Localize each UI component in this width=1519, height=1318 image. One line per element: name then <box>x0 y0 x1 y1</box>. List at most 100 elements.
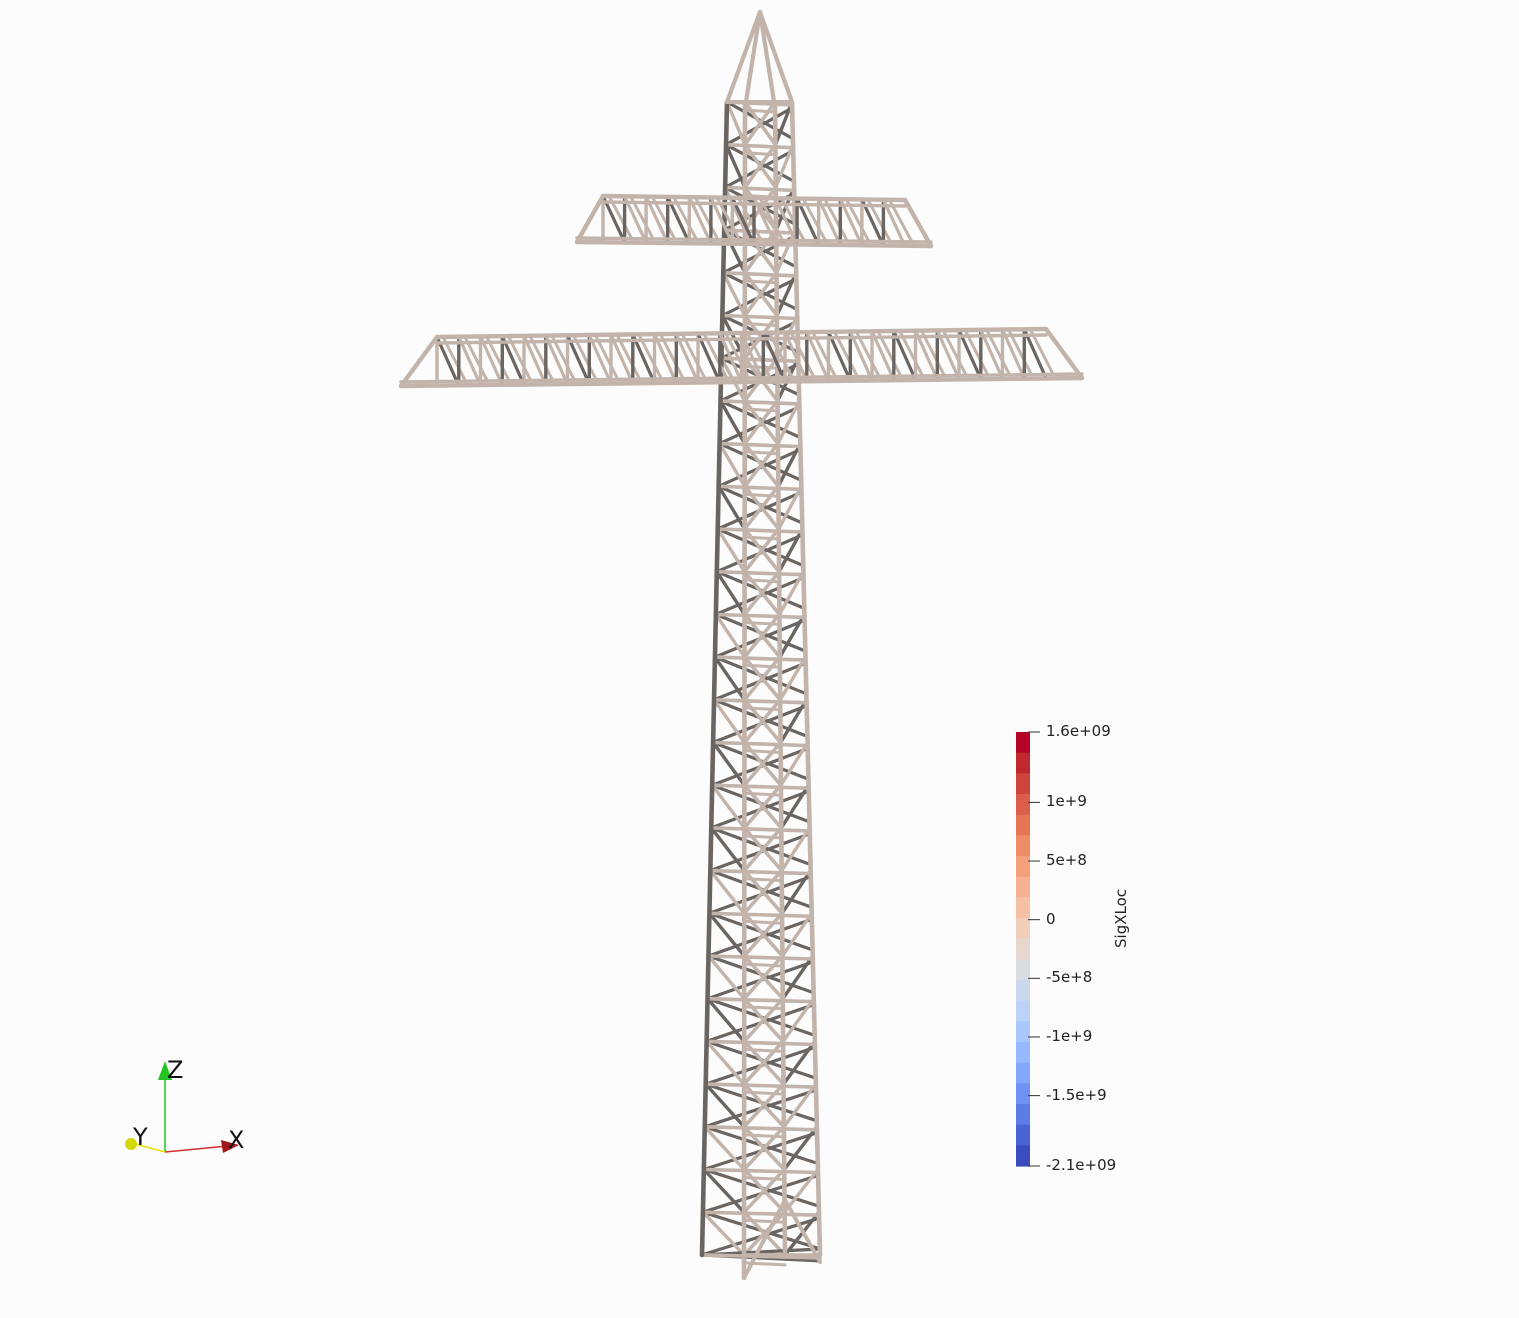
color-bar-segment <box>1016 938 1030 960</box>
truss-member <box>724 142 795 150</box>
truss-member <box>759 198 785 242</box>
truss-member <box>711 740 747 787</box>
truss-member <box>777 570 806 617</box>
y-axis-label: Y <box>133 1123 148 1151</box>
truss-member <box>742 749 783 754</box>
color-bar-segment <box>1016 856 1030 878</box>
truss-member <box>780 911 814 958</box>
truss-member <box>457 335 483 387</box>
truss-member <box>631 332 657 385</box>
truss-member <box>435 335 461 388</box>
truss-member <box>1008 330 1033 376</box>
truss-member <box>757 9 795 105</box>
truss-member <box>435 333 1048 345</box>
truss-member <box>742 655 782 702</box>
truss-member <box>710 783 747 830</box>
truss-member <box>709 826 746 873</box>
color-bar-segment <box>1016 773 1030 795</box>
truss-member <box>942 330 968 377</box>
truss-member <box>742 1167 787 1214</box>
truss-member <box>699 99 730 1258</box>
truss-member <box>778 698 809 745</box>
truss-member <box>673 197 698 241</box>
truss-member <box>707 911 746 958</box>
truss-member <box>743 663 782 669</box>
truss-member <box>652 332 678 385</box>
truss-member <box>742 962 784 968</box>
truss-member <box>742 783 783 830</box>
truss-member <box>826 330 852 383</box>
truss-member <box>710 783 811 791</box>
truss-member <box>921 331 946 377</box>
truss-member <box>742 527 781 574</box>
truss-member <box>398 375 1085 389</box>
truss-member <box>725 333 750 380</box>
truss-member <box>507 336 533 383</box>
truss-member <box>434 326 1049 340</box>
truss-member <box>723 185 747 232</box>
color-bar-tick-label: -5e+8 <box>1046 968 1093 987</box>
truss-member <box>575 236 933 244</box>
truss-member <box>780 868 813 915</box>
truss-member <box>743 364 779 370</box>
truss-member <box>778 612 807 659</box>
color-bar-segment <box>1016 897 1030 919</box>
truss-member <box>743 322 779 327</box>
truss-member <box>779 783 811 830</box>
truss-member <box>714 612 807 620</box>
truss-member <box>777 527 805 574</box>
truss-member <box>594 335 620 382</box>
color-bar-segment <box>1016 959 1030 981</box>
truss-member <box>704 1039 817 1047</box>
truss-member <box>616 335 642 381</box>
truss-member <box>703 334 729 380</box>
color-bar-tick-label: 1.6e+09 <box>1046 722 1111 740</box>
truss-member <box>712 697 809 705</box>
truss-member <box>747 333 772 380</box>
truss-member <box>774 142 795 190</box>
truss-member <box>743 407 780 413</box>
truss-member <box>681 334 707 381</box>
truss-member <box>776 441 802 488</box>
color-bar-title: SigXLoc <box>1112 888 1130 948</box>
truss-member <box>805 330 831 383</box>
truss-member <box>986 330 1011 377</box>
truss-member <box>721 270 798 278</box>
truss-member <box>964 330 990 377</box>
truss-member <box>551 336 576 382</box>
truss-member <box>742 911 784 958</box>
truss-member <box>742 1039 785 1086</box>
truss-member <box>1000 328 1026 380</box>
truss-member <box>737 198 763 242</box>
color-bar-tick-label: 5e+8 <box>1046 851 1087 870</box>
truss-member <box>743 492 780 498</box>
truss-member <box>877 331 903 378</box>
truss-member <box>855 332 881 378</box>
color-bar-tick-label: -1e+9 <box>1046 1026 1093 1045</box>
truss-member <box>888 200 914 244</box>
truss-member <box>701 1210 821 1217</box>
truss-member <box>899 331 924 378</box>
truss-member <box>739 331 765 384</box>
truss-member <box>706 954 815 961</box>
truss-member <box>742 1125 786 1172</box>
truss-member <box>608 196 634 240</box>
truss-member <box>702 1167 820 1175</box>
orientation-axes <box>125 1061 239 1153</box>
truss-member <box>777 484 803 531</box>
color-bar-segment <box>1016 1042 1030 1064</box>
color-bar-tick-label: 1e+9 <box>1046 792 1087 811</box>
truss-member <box>609 333 635 385</box>
truss-member <box>709 826 812 833</box>
truss-member <box>778 655 808 702</box>
truss-member <box>704 1039 746 1086</box>
truss-member <box>720 313 800 321</box>
truss-member <box>743 151 777 157</box>
truss-member <box>781 954 815 1001</box>
truss-member <box>712 698 747 745</box>
truss-member <box>724 142 747 190</box>
truss-member <box>742 740 783 788</box>
color-bar-segment <box>1016 980 1030 1002</box>
